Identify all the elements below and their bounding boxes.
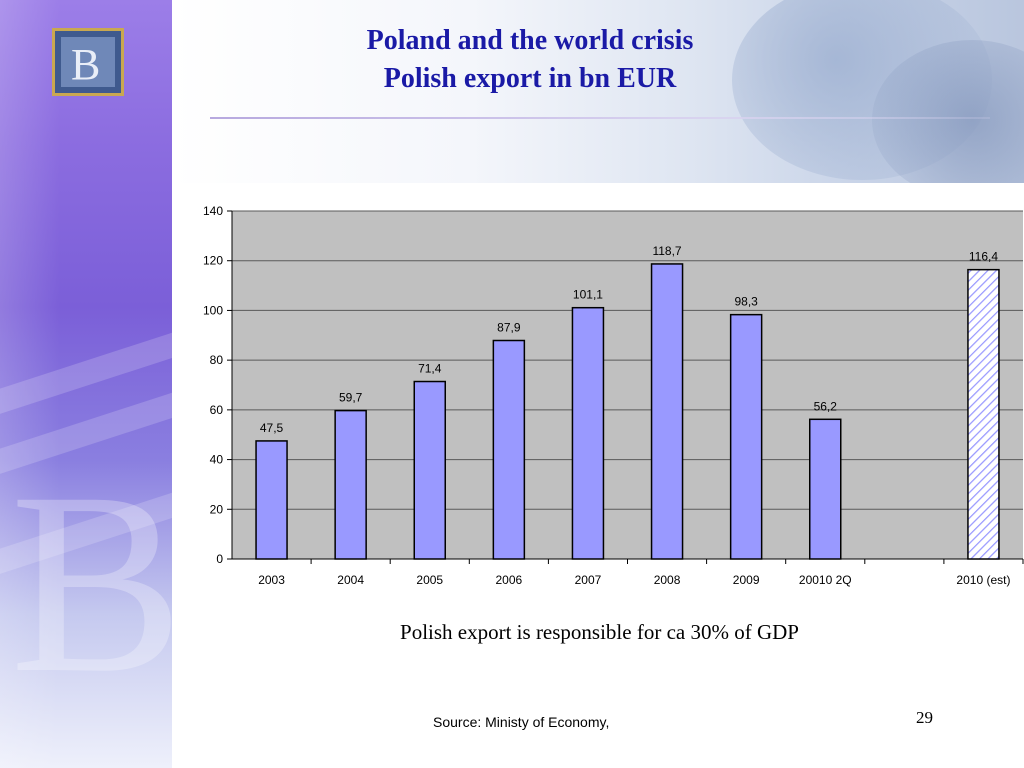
x-tick-label: 2006 [495,573,522,587]
bar [413,380,446,560]
x-tick-label: 2008 [654,573,681,587]
data-label: 56,2 [814,399,838,413]
x-tick-label: 2004 [337,573,364,587]
y-tick-label: 100 [203,303,223,317]
y-tick-label: 20 [210,502,224,516]
bar [492,339,526,560]
y-tick-label: 140 [203,204,223,218]
data-label: 71,4 [418,362,442,376]
y-tick-label: 0 [216,552,223,566]
svg-text:B: B [71,40,100,89]
data-label: 47,5 [260,421,284,435]
bank-logo-watermark: B [10,440,172,700]
title-line-2: Polish export in bn EUR [383,63,677,94]
x-tick-label: 2010 (est) [956,573,1010,587]
bar [255,440,288,560]
y-tick-label: 40 [210,453,224,467]
data-label: 118,7 [652,244,681,258]
bar [650,263,684,560]
header-divider [210,117,990,119]
x-tick-label: 2009 [733,573,760,587]
svg-text:B: B [10,440,172,700]
bank-logo: B [52,28,124,96]
x-tick-label: 2003 [258,573,285,587]
x-tick-label: 2005 [416,573,443,587]
bar [571,306,605,560]
bar [967,268,1000,560]
header-photo [172,0,1024,183]
data-label: 98,3 [734,295,758,309]
export-bar-chart: 0 20 40 60 80 100 120 140 2003 47,5 2004 59,7 2005 71… [203,204,1024,587]
data-label: 116,4 [969,250,998,264]
x-tick-label: 2007 [575,573,602,587]
chart-caption: Polish export is responsible for ca 30% … [400,620,799,644]
chart-panel: 0 20 40 60 80 100 120 140 2003 47,5 2004 59,7 2005 71… [175,183,1024,638]
data-label: 101,1 [573,288,603,302]
slide-title: Poland and the world crisis Polish expor… [230,22,830,98]
y-tick-label: 80 [210,353,224,367]
y-tick-label: 60 [210,403,224,417]
bar [334,409,367,560]
y-tick-label: 120 [203,254,223,268]
page-number: 29 [916,708,933,727]
source-note: Source: Ministy of Economy, [433,714,610,730]
x-tick-label: 20010 2Q [799,573,852,587]
bar [729,313,763,560]
data-label: 59,7 [339,391,363,405]
data-label: 87,9 [497,321,521,335]
bar [809,418,842,560]
title-line-1: Poland and the world crisis [366,25,694,56]
left-decorative-band: B [0,0,172,768]
